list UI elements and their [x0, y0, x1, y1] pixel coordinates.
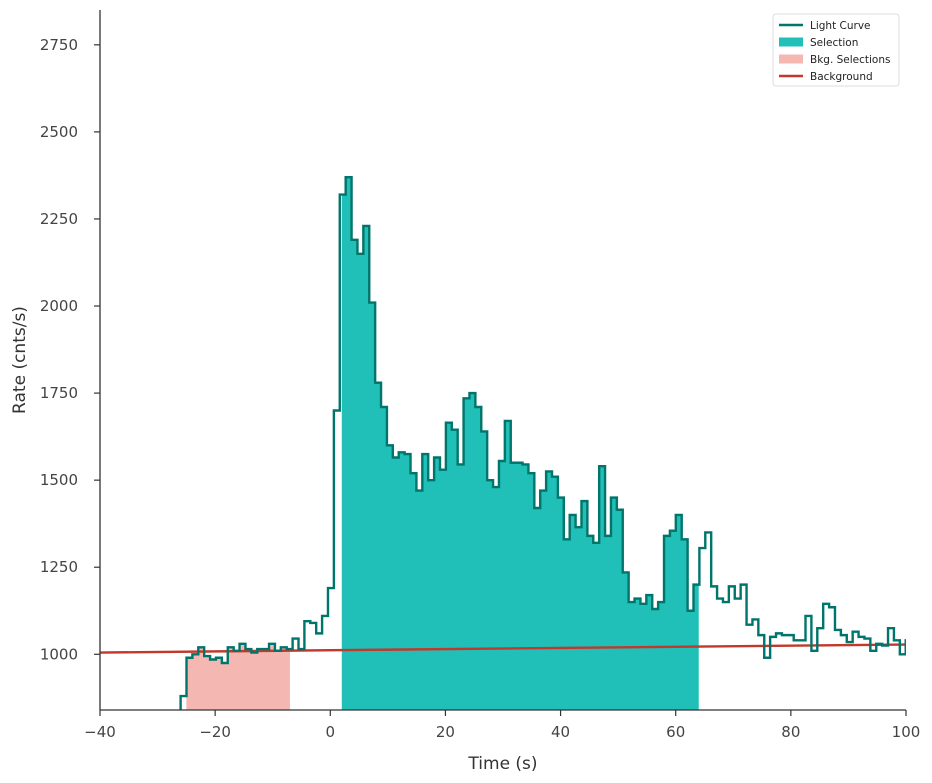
x-tick-label: 40: [551, 723, 570, 741]
bkg-selection-fill-0: [186, 643, 290, 710]
y-tick-label: 2500: [40, 123, 78, 141]
x-tick-label: 60: [666, 723, 685, 741]
selection-fill: [341, 177, 699, 710]
legend-box: [772, 13, 900, 87]
y-tick-label: 2000: [40, 297, 78, 315]
legend-label: Light Curve: [810, 20, 871, 32]
light-curve-line: [179, 175, 906, 710]
y-tick-label: 1250: [40, 558, 78, 576]
y-tick-label: 2750: [40, 36, 78, 54]
legend: Light Curve Selection Bkg. Selections Backg…: [772, 13, 900, 87]
y-tick-label: 1500: [40, 471, 78, 489]
x-axis-ticks: −40 −20 0 20 40 60 80 100: [84, 710, 920, 741]
y-tick-label: 1750: [40, 384, 78, 402]
selection-area: [341, 177, 699, 710]
x-tick-label: 0: [326, 723, 336, 741]
y-axis-ticks: 1000 1250 1500 1750 2000 2250 2500 2750: [40, 36, 100, 663]
y-axis-title: Rate (cnts/s): [10, 306, 30, 414]
x-tick-label: 100: [892, 723, 921, 741]
y-tick-label: 2250: [40, 210, 78, 228]
legend-label: Selection: [810, 37, 858, 49]
legend-patch-swatch: [779, 37, 803, 47]
y-tick-label: 1000: [40, 645, 78, 663]
legend-label: Bkg. Selections: [810, 54, 890, 66]
x-tick-label: 20: [436, 723, 455, 741]
legend-patch-swatch: [779, 54, 803, 64]
x-tick-label: −20: [199, 723, 231, 741]
x-tick-label: −40: [84, 723, 116, 741]
light-curve-series: [179, 175, 906, 710]
x-tick-label: 80: [781, 723, 800, 741]
bkg-selection-area: [186, 643, 290, 710]
x-axis-title: Time (s): [467, 754, 537, 774]
legend-label: Background: [810, 71, 873, 83]
